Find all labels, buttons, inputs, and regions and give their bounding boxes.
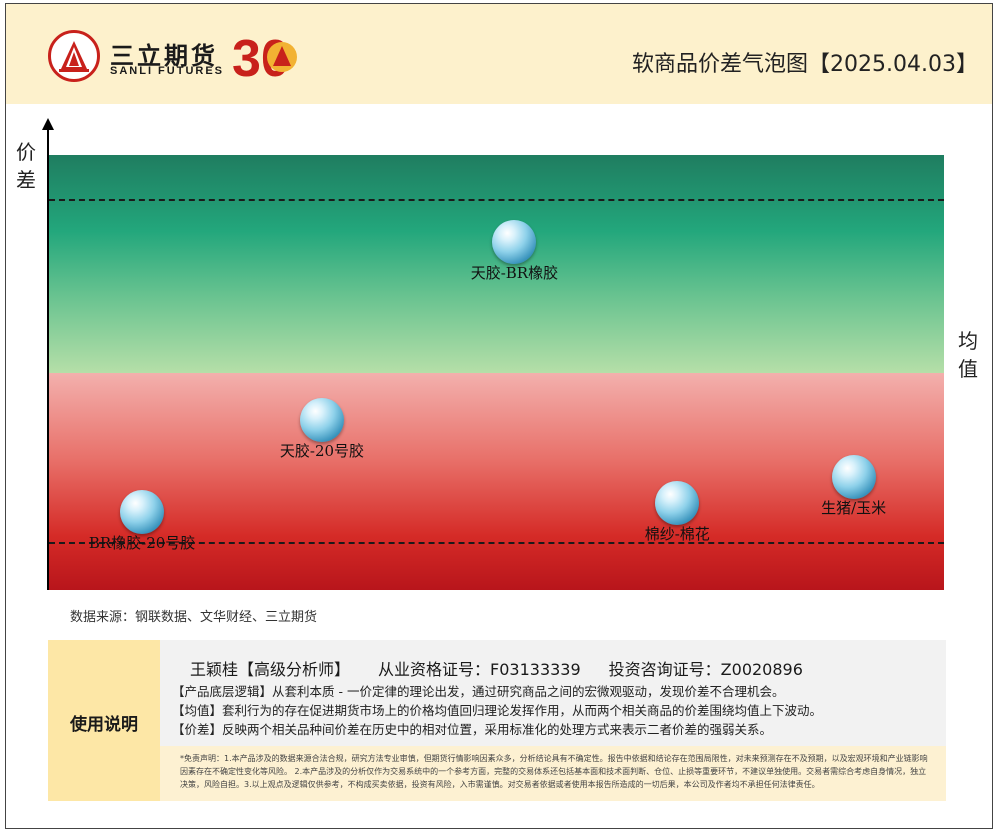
bubble-label: 棉纱-棉花 [644, 525, 710, 543]
below-mean-band [49, 373, 944, 590]
logic-line-mean: 【均值】套利行为的存在促进期货市场上的价格均值回归理论发挥作用，从而两个相关商品… [172, 703, 823, 718]
bubble-point [299, 398, 344, 443]
logo-text-cn: 三立期货 [110, 42, 218, 70]
y-axis-arrow-icon [42, 118, 54, 130]
header [6, 4, 992, 104]
disclaimer-panel: *免责声明：1.本产品涉及的数据来源合法合规，研究方法专业审慎，但期货行情影响因… [160, 746, 946, 801]
above-mean-band [49, 155, 944, 373]
bubble-point [655, 481, 700, 525]
y-axis-label: 价差 [16, 140, 36, 192]
disclaimer-text: *免责声明：1.本产品涉及的数据来源合法合规，研究方法专业审慎，但期货行情影响因… [180, 754, 928, 789]
bubble-point [492, 220, 537, 264]
mean-label: 均值 [958, 329, 978, 381]
analyst-info: 王颖桂【高级分析师】 从业资格证号：F03133339 投资咨询证号：Z002089… [190, 656, 831, 680]
notes-content-panel: 王颖桂【高级分析师】 从业资格证号：F03133339 投资咨询证号：Z002089… [160, 640, 946, 746]
page-frame [5, 3, 993, 829]
analyst-name: 王颖桂【高级分析师】 [190, 660, 351, 679]
lower-threshold-line [49, 542, 944, 545]
anniversary-30-logo: 30 [230, 24, 302, 88]
logo-text-en: SANLI FUTURES [110, 65, 224, 77]
y-axis-line [47, 124, 49, 590]
data-source: 数据来源：钢联数据、文华财经、三立期货 [70, 610, 318, 625]
bubble-label: 天胶-20号胶 [279, 442, 365, 461]
usage-notes-label: 使用说明 [70, 715, 138, 735]
bubble-label: 生猪/玉米 [821, 498, 887, 517]
sanli-logo-icon [48, 30, 100, 82]
chart-plot-area: 天胶-BR橡胶天胶-20号胶 BR橡胶-20号胶 棉纱-棉花 生猪/玉米 [49, 155, 944, 590]
usage-notes: 使用说明 王颖桂【高级分析师】 从业资格证号：F03133339 投资咨询证号：Z0… [48, 640, 946, 801]
license-number: 从业资格证号：F03133339 [378, 660, 581, 679]
bubble-label: 天胶-BR橡胶 [470, 264, 559, 282]
bubble-point [120, 489, 165, 534]
upper-threshold-line [49, 198, 944, 201]
logic-line-product: 【产品底层逻辑】从套利本质 - 一价定律的理论出发，通过研究商品之间的宏微观驱动… [172, 684, 785, 699]
logic-line-spread: 【价差】反映两个相关品种间价差在历史中的相对位置，采用标准化的处理方式来表示二者… [172, 722, 773, 737]
usage-notes-label-panel: 使用说明 [48, 640, 160, 801]
consult-number: 投资咨询证号：Z0020896 [608, 660, 803, 679]
page-title: 软商品价差气泡图【2025.04.03】 [632, 52, 978, 77]
bubble-point [831, 454, 876, 499]
bubble-label: BR橡胶-20号胶 [88, 533, 196, 552]
